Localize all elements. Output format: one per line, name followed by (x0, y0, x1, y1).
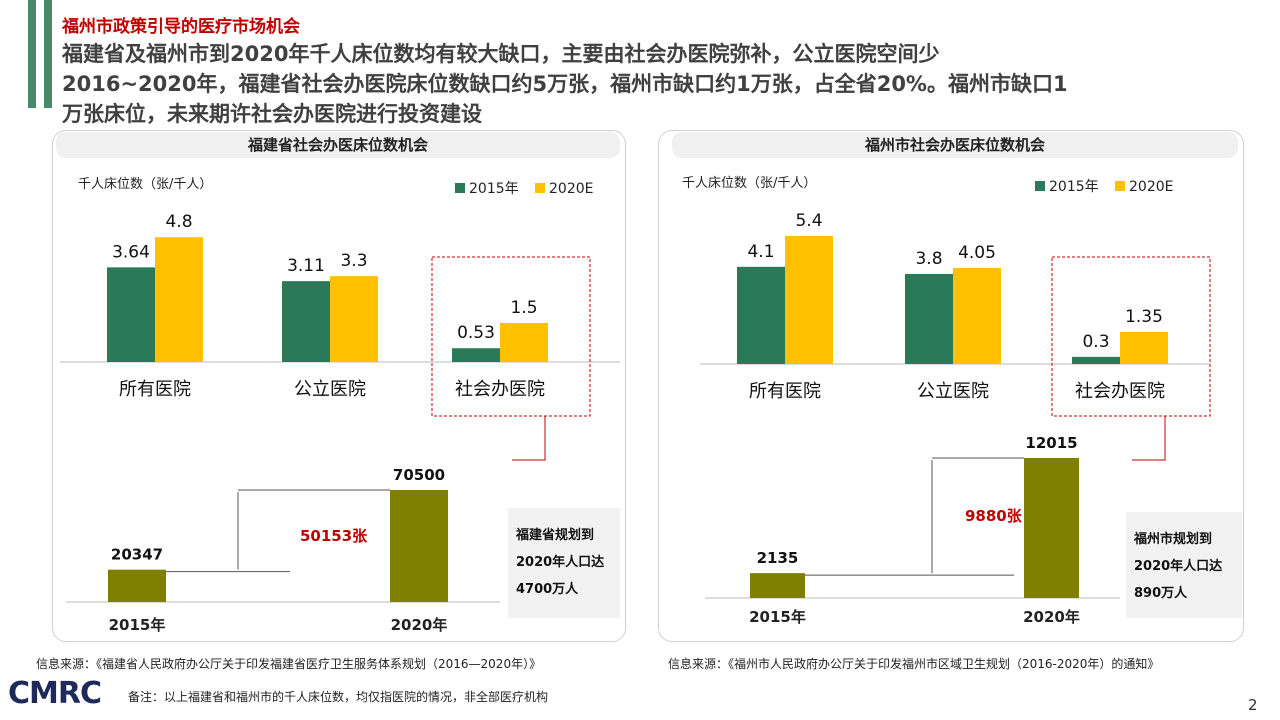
bar (155, 237, 203, 362)
legend-label: 2020E (1129, 179, 1173, 195)
category-label: 2020年 (1023, 608, 1080, 626)
category-label: 2020年 (391, 616, 448, 634)
data-label: 3.8 (915, 249, 942, 269)
population-note: 福建省规划到 2020年人口达 4700万人 (508, 508, 620, 618)
bar (500, 323, 548, 362)
bar (737, 266, 785, 364)
logo: CMRC (8, 676, 102, 711)
bar (108, 569, 166, 602)
highlight-box (1051, 256, 1211, 417)
category-label: 2015年 (749, 608, 806, 626)
data-label: 20347 (111, 546, 163, 564)
connector-arrow (1132, 416, 1166, 461)
data-label: 2135 (757, 549, 799, 567)
category-label: 公立医院 (294, 379, 366, 400)
headline: 福建省及福州市到2020年千人床位数均有较大缺口，主要由社会办医院弥补，公立医院… (62, 42, 940, 66)
bar (905, 273, 953, 364)
gap-label: 50153张 (300, 527, 368, 545)
bar (330, 276, 378, 362)
category-label: 所有医院 (119, 379, 191, 400)
data-label: 12015 (1025, 434, 1077, 452)
category-label: 社会办医院 (1075, 381, 1165, 402)
legend-swatch (1115, 181, 1125, 191)
bar (1072, 356, 1120, 364)
legend-label: 2015年 (1049, 179, 1099, 195)
legend-swatch (535, 183, 545, 193)
bar (390, 490, 448, 602)
legend-label: 2020E (549, 181, 593, 197)
data-label: 70500 (393, 466, 445, 484)
bar (750, 573, 805, 598)
data-label: 0.3 (1082, 332, 1109, 352)
category-label: 社会办医院 (455, 379, 545, 400)
bar (107, 267, 155, 362)
category-label: 所有医院 (749, 381, 821, 402)
bar (452, 348, 500, 362)
source-right: 信息来源：《福州市人民政府办公厅关于印发福州市区域卫生规划（2016-2020年… (668, 657, 1160, 671)
category-label: 2015年 (109, 616, 166, 634)
data-label: 4.1 (747, 242, 774, 262)
bar (785, 236, 833, 364)
bar (953, 268, 1001, 364)
data-label: 4.8 (165, 212, 192, 232)
data-label: 3.64 (112, 242, 150, 262)
data-label: 4.05 (958, 243, 996, 263)
panel-fujian (52, 130, 626, 642)
highlight-box (431, 256, 591, 417)
data-label: 5.4 (795, 211, 822, 231)
chart-title: 福州市社会办医床位数机会 (672, 132, 1238, 158)
data-label: 3.11 (287, 256, 325, 276)
accent-bar (44, 0, 52, 108)
bar (282, 281, 330, 362)
gap-label: 9880张 (965, 507, 1023, 525)
legend-label: 2015年 (469, 181, 519, 197)
panel-fuzhou (658, 130, 1244, 642)
bar (1024, 458, 1079, 598)
accent-bar (28, 0, 36, 108)
remark: 备注：以上福建省和福州市的千人床位数，均仅指医院的情况，非全部医疗机构 (128, 690, 549, 704)
data-label: 3.3 (340, 251, 367, 271)
page-number: 2 (1248, 696, 1258, 714)
population-note: 福州市规划到 2020年人口达 890万人 (1126, 512, 1242, 618)
source-left: 信息来源：《福建省人民政府办公厅关于印发福建省医疗卫生服务体系规划（2016—2… (36, 657, 542, 671)
connector-arrow (512, 416, 546, 461)
chart-title: 福建省社会办医床位数机会 (56, 132, 620, 158)
headline: 2016~2020年，福建省社会办医院床位数缺口约5万张，福州市缺口约1万张，占… (62, 72, 1068, 96)
category-label: 公立医院 (917, 381, 989, 402)
legend-swatch (455, 183, 465, 193)
y-axis-label: 千人床位数（张/千人） (682, 176, 816, 191)
data-label: 0.53 (457, 323, 495, 343)
y-axis-label: 千人床位数（张/千人） (78, 177, 212, 192)
bar (1120, 332, 1168, 364)
data-label: 1.5 (510, 298, 537, 318)
legend-swatch (1035, 181, 1045, 191)
section-subtitle: 福州市政策引导的医疗市场机会 (62, 17, 300, 37)
data-label: 1.35 (1125, 307, 1163, 327)
headline: 万张床位，未来期许社会办医院进行投资建设 (62, 102, 482, 126)
